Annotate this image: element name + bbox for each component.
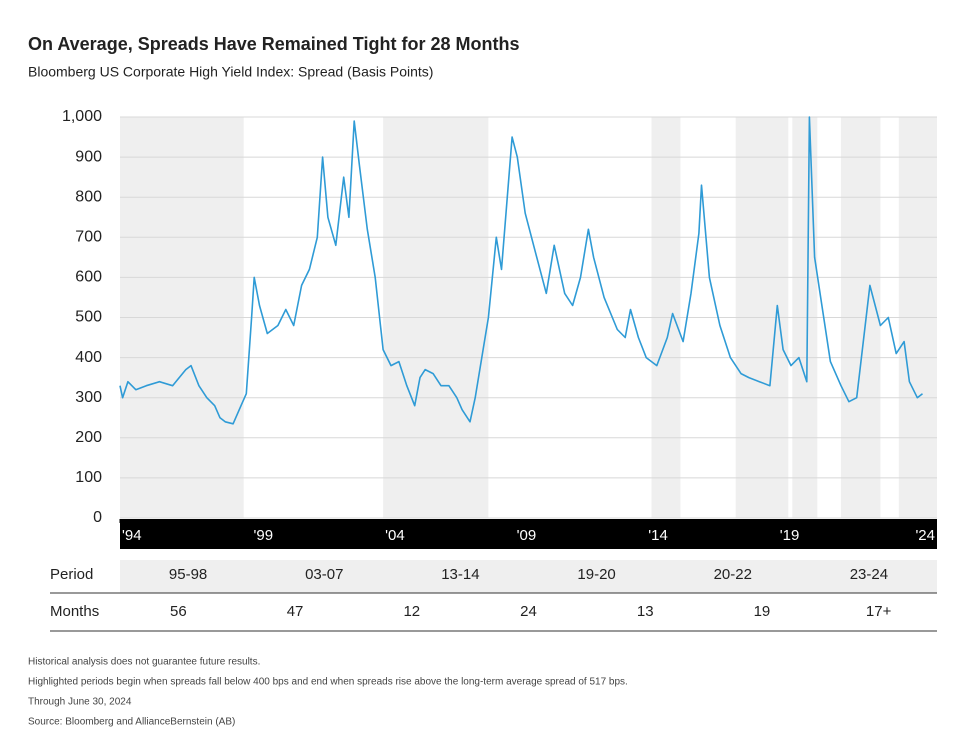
x-tick-label: '04 <box>385 527 405 544</box>
y-tick-label: 500 <box>75 309 102 326</box>
period-label: 95-98 <box>169 566 207 583</box>
y-tick-label: 200 <box>75 429 102 446</box>
y-tick-label: 400 <box>75 349 102 366</box>
months-value: 17+ <box>866 603 892 620</box>
months-value: 13 <box>637 603 654 620</box>
x-tick-label: '24 <box>915 527 935 544</box>
x-tick-label: '19 <box>780 527 800 544</box>
period-label: 23-24 <box>850 566 888 583</box>
months-value: 24 <box>520 603 537 620</box>
months-value: 19 <box>754 603 771 620</box>
x-tick-label: '14 <box>648 527 668 544</box>
y-tick-label: 700 <box>75 229 102 246</box>
footnote: Historical analysis does not guarantee f… <box>28 657 260 668</box>
months-value: 47 <box>287 603 304 620</box>
x-tick-label: '09 <box>517 527 537 544</box>
months-value: 56 <box>170 603 187 620</box>
period-label: 20-22 <box>714 566 752 583</box>
y-tick-label: 800 <box>75 188 102 205</box>
period-label: 13-14 <box>441 566 479 583</box>
y-tick-label: 900 <box>75 148 102 165</box>
footnote: Source: Bloomberg and AllianceBernstein … <box>28 717 235 728</box>
x-axis-band <box>120 519 937 549</box>
x-tick-label: '94 <box>122 527 142 544</box>
period-label: 03-07 <box>305 566 343 583</box>
line-series <box>119 116 923 425</box>
y-tick-label: 0 <box>93 509 102 526</box>
period-row-bg <box>120 560 937 593</box>
footnote: Through June 30, 2024 <box>28 697 132 708</box>
x-tick-label: '99 <box>254 527 274 544</box>
y-tick-label: 1,000 <box>62 108 102 125</box>
chart-title: On Average, Spreads Have Remained Tight … <box>28 34 519 54</box>
row-label: Months <box>50 603 99 620</box>
months-value: 12 <box>403 603 420 620</box>
chart-subtitle: Bloomberg US Corporate High Yield Index:… <box>28 64 433 80</box>
y-tick-label: 600 <box>75 269 102 286</box>
period-label: 19-20 <box>577 566 615 583</box>
footnote: Highlighted periods begin when spreads f… <box>28 677 628 688</box>
row-label: Period <box>50 566 93 583</box>
y-tick-label: 300 <box>75 389 102 406</box>
y-tick-label: 100 <box>75 469 102 486</box>
